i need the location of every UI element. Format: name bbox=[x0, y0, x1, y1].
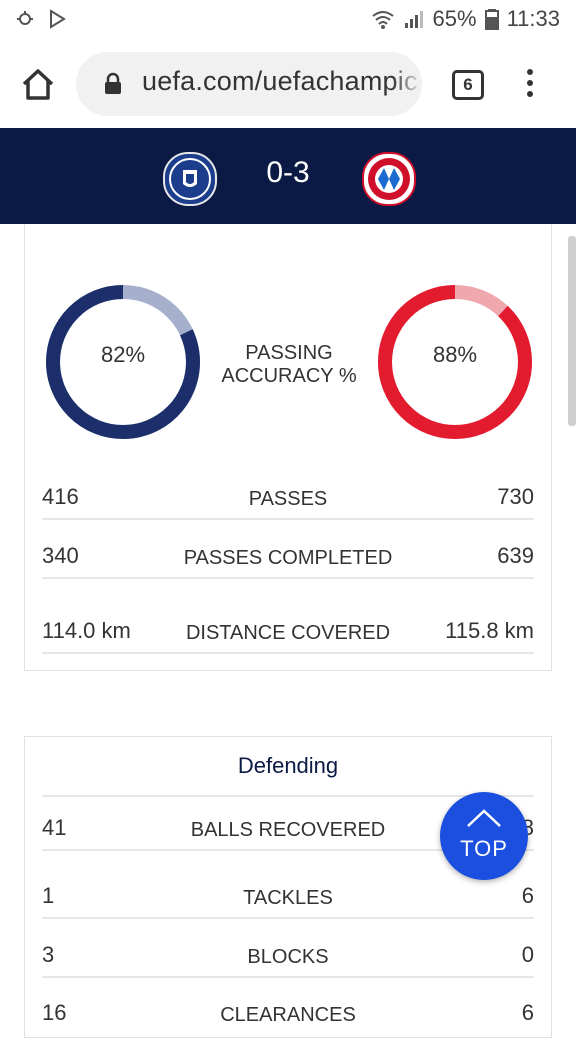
lock-icon bbox=[105, 72, 121, 94]
home-accuracy-value: 82% bbox=[100, 342, 146, 367]
chelsea-crest-icon[interactable] bbox=[163, 152, 217, 206]
stat-row-clearances: 16 CLEARANCES 6 bbox=[42, 994, 534, 1034]
away-stat-value: 115.8 km bbox=[445, 618, 534, 643]
stat-label: PASSES COMPLETED bbox=[183, 547, 393, 569]
url-fade bbox=[392, 52, 422, 116]
home-stat-value: 3 bbox=[42, 942, 55, 967]
stat-row-blocks: 3 BLOCKS 0 bbox=[42, 936, 534, 978]
battery-icon bbox=[484, 9, 499, 30]
scroll-to-top-label: TOP bbox=[460, 836, 508, 861]
home-stat-value: 16 bbox=[42, 1000, 67, 1025]
passing-stats-card: 82% PASSING ACCURACY % 88% 416 PASSES 73… bbox=[24, 224, 552, 671]
home-stat-value: 340 bbox=[42, 543, 79, 568]
status-bar: 65% 11:33 bbox=[0, 0, 576, 40]
status-right: 65% 11:33 bbox=[371, 6, 560, 32]
passing-accuracy-label: PASSING ACCURACY % bbox=[209, 342, 369, 388]
away-passing-accuracy-donut: 88% bbox=[375, 282, 535, 442]
overflow-menu-icon[interactable] bbox=[520, 66, 540, 102]
match-header: 0-3 bbox=[0, 128, 576, 224]
stat-label: BALLS RECOVERED bbox=[190, 819, 386, 841]
divider bbox=[42, 795, 534, 797]
home-stat-value: 1 bbox=[42, 883, 55, 908]
clock: 11:33 bbox=[506, 6, 560, 31]
url-bar[interactable]: uefa.com/uefachampic bbox=[76, 52, 422, 116]
stat-label: BLOCKS bbox=[247, 946, 329, 968]
cast-icon bbox=[17, 11, 33, 25]
stat-row-tackles: 1 TACKLES 6 bbox=[42, 877, 534, 919]
away-stat-value: 639 bbox=[497, 543, 534, 568]
browser-toolbar: uefa.com/uefachampic 6 bbox=[0, 40, 576, 128]
tab-switcher-button[interactable]: 6 bbox=[452, 70, 484, 100]
wifi-icon bbox=[371, 11, 394, 29]
section-title: Defending bbox=[237, 753, 339, 778]
stat-label: CLEARANCES bbox=[220, 1004, 356, 1026]
home-donut-arc bbox=[46, 285, 200, 439]
home-stat-value: 416 bbox=[42, 484, 79, 509]
away-stat-value: 730 bbox=[497, 484, 534, 509]
url-text[interactable]: uefa.com/uefachampic bbox=[142, 66, 418, 96]
chevron-up-icon bbox=[467, 809, 501, 827]
status-left-icons bbox=[14, 8, 68, 30]
play-store-icon bbox=[50, 9, 66, 29]
stat-label: TACKLES bbox=[243, 887, 333, 909]
page-scrollbar[interactable] bbox=[568, 236, 576, 426]
away-donut-arc bbox=[378, 285, 532, 439]
away-accuracy-value: 88% bbox=[432, 342, 478, 367]
passing-accuracy-label-line2: ACCURACY % bbox=[221, 365, 357, 387]
stat-label: PASSES bbox=[248, 488, 328, 510]
signal-icon bbox=[404, 11, 423, 28]
scroll-to-top-button[interactable]: TOP bbox=[440, 792, 528, 880]
match-score: 0-3 bbox=[266, 156, 310, 189]
stat-row-distance-covered: 114.0 km DISTANCE COVERED 115.8 km bbox=[42, 612, 534, 654]
away-stat-value: 0 bbox=[521, 942, 534, 967]
stat-row-passes: 416 PASSES 730 bbox=[42, 478, 534, 520]
bayern-crest-icon[interactable] bbox=[362, 152, 416, 206]
battery-percent: 65% bbox=[432, 6, 477, 31]
stat-label: DISTANCE COVERED bbox=[185, 622, 391, 644]
away-stat-value: 6 bbox=[521, 1000, 534, 1025]
away-stat-value: 6 bbox=[521, 883, 534, 908]
home-icon[interactable] bbox=[18, 64, 58, 104]
home-stat-value: 41 bbox=[42, 815, 67, 840]
stat-row-passes-completed: 340 PASSES COMPLETED 639 bbox=[42, 537, 534, 579]
defending-stats-card: Defending 41 BALLS RECOVERED 48 1 TACKLE… bbox=[24, 736, 552, 1038]
home-passing-accuracy-donut: 82% bbox=[43, 282, 203, 442]
passing-accuracy-label-line1: PASSING bbox=[245, 342, 333, 364]
home-stat-value: 114.0 km bbox=[42, 618, 131, 643]
